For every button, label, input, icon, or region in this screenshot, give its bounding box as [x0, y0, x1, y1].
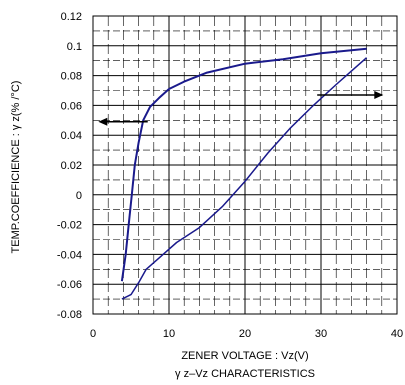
y-tick-label: 0.1 [67, 41, 82, 53]
series-line-2 [121, 57, 368, 300]
series-group [120, 47, 368, 300]
y-tick-label: -0.06 [57, 279, 82, 291]
y-tick-label: -0.04 [57, 249, 82, 261]
x-tick-labels: 0 10 20 30 40 [90, 328, 403, 340]
arrow-head-1 [98, 117, 108, 126]
y-tick-label: 0.08 [61, 71, 82, 83]
x-tick-label: 30 [315, 328, 327, 340]
x-tick-label: 0 [90, 328, 96, 340]
y-axis-label: TEMP.COEFFICIENCE : γ z(% /°C) [10, 81, 22, 254]
x-tick-label: 10 [163, 328, 175, 340]
arrows-group [98, 90, 384, 126]
grid [93, 16, 397, 314]
x-tick-label: 20 [239, 328, 251, 340]
plot-area-frame [92, 15, 398, 315]
y-tick-label: 0.02 [61, 160, 82, 172]
y-tick-labels: -0.08 -0.06 -0.04 -0.02 0 0.02 0.04 0.06 0.08 0.1… [57, 11, 82, 321]
y-tick-label: 0.06 [61, 100, 82, 112]
arrow-head-2 [374, 90, 384, 99]
y-tick-label: -0.08 [57, 309, 82, 321]
y-tick-label: 0.04 [61, 130, 82, 142]
series-line-1 [120, 47, 367, 282]
y-tick-label: -0.02 [57, 220, 82, 232]
y-tick-label: 0 [76, 190, 82, 202]
y-tick-label: 0.12 [61, 11, 82, 23]
chart-caption: γ z–Vz CHARACTERISTICS [175, 368, 315, 380]
x-axis-label: ZENER VOLTAGE : Vz(V) [181, 350, 308, 362]
x-tick-label: 40 [391, 328, 403, 340]
